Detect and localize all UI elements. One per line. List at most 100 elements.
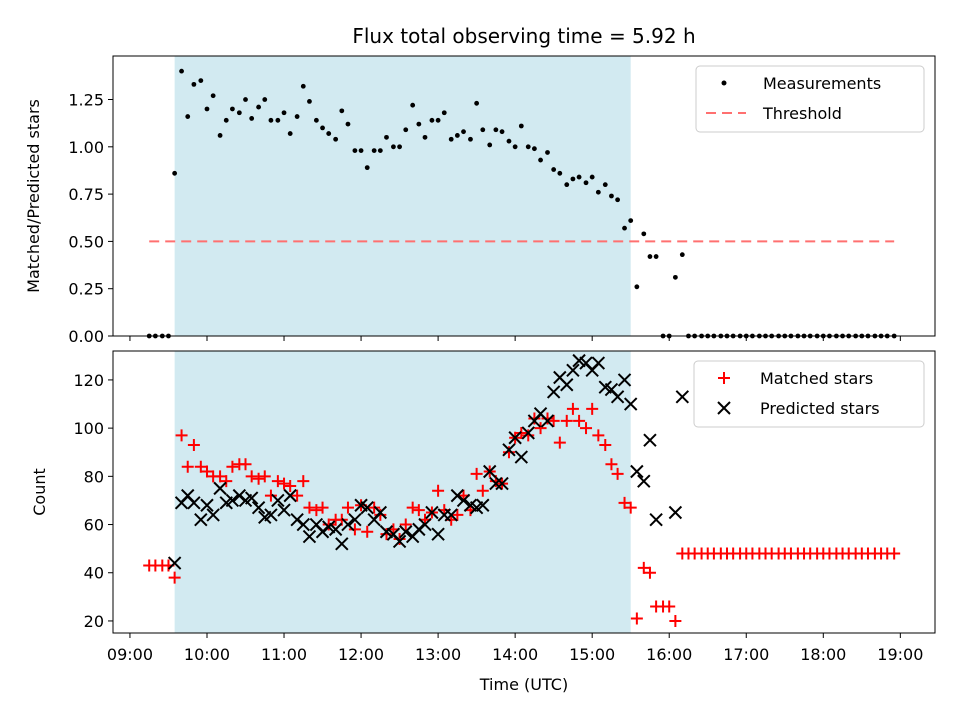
matched-star-point bbox=[252, 472, 265, 485]
ratio-panel: 0.00 0.25 0.50 0.75 1.00 1.25 Matched/Predict… bbox=[24, 55, 936, 346]
legend-matched: Matched stars bbox=[760, 369, 873, 388]
predicted-star-point bbox=[668, 505, 683, 520]
matched-star-point bbox=[547, 414, 560, 427]
matched-star-point bbox=[278, 477, 291, 490]
measurement-point bbox=[480, 127, 486, 133]
measurement-point bbox=[377, 148, 383, 153]
y-tick-label: 100 bbox=[73, 419, 104, 438]
measurement-point bbox=[268, 117, 274, 123]
x-axis-label: Time (UTC) bbox=[479, 675, 568, 694]
matched-star-point bbox=[637, 561, 650, 574]
measurement-point bbox=[679, 252, 685, 258]
measurement-point bbox=[454, 133, 460, 138]
predicted-star-point bbox=[167, 556, 182, 570]
matched-star-points bbox=[143, 402, 901, 627]
legend-predicted: Predicted stars bbox=[760, 399, 880, 418]
measurement-point bbox=[223, 117, 229, 123]
matched-star-point bbox=[226, 460, 239, 473]
measurement-point bbox=[518, 123, 524, 129]
legend-box-bottom bbox=[693, 360, 925, 428]
measurement-point bbox=[429, 117, 435, 123]
predicted-star-point bbox=[296, 517, 310, 532]
legend-matched-marker bbox=[718, 372, 730, 384]
predicted-star-points bbox=[167, 353, 690, 570]
measurement-point bbox=[364, 165, 370, 171]
measurement-point bbox=[641, 231, 647, 237]
measurement-point bbox=[609, 193, 614, 199]
measurement-point bbox=[461, 129, 466, 135]
matched-star-point bbox=[245, 470, 258, 483]
measurement-point bbox=[576, 174, 582, 180]
predicted-star-point bbox=[623, 397, 638, 411]
observing-window-shade-bottom bbox=[174, 351, 631, 633]
y-tick-label: 120 bbox=[73, 371, 104, 390]
measurement-point bbox=[371, 148, 377, 153]
measurement-point bbox=[320, 125, 325, 131]
measurement-point bbox=[622, 225, 627, 231]
matched-star-point bbox=[592, 429, 605, 442]
x-tick-label: 13:00 bbox=[415, 645, 461, 664]
matched-star-point bbox=[560, 414, 573, 427]
counts-panel: 20 40 60 80 100 120 09:00 10:00 11:00 12:00 13:00… bbox=[30, 350, 936, 694]
predicted-star-point bbox=[637, 474, 651, 488]
matched-star-point bbox=[264, 489, 277, 502]
x-tick-label: 10:00 bbox=[184, 645, 230, 664]
matched-star-point bbox=[599, 439, 612, 451]
measurement-point bbox=[307, 99, 312, 104]
measurement-point bbox=[525, 144, 531, 150]
matched-star-point bbox=[534, 422, 547, 435]
measurement-point bbox=[441, 110, 447, 116]
matched-star-point bbox=[663, 600, 676, 613]
predicted-star-point bbox=[225, 493, 240, 508]
y-tick-label: 0.00 bbox=[68, 327, 104, 346]
matched-star-point bbox=[168, 571, 181, 584]
predicted-star-point bbox=[483, 464, 497, 479]
matched-star-point bbox=[194, 460, 207, 473]
measurement-point bbox=[435, 117, 441, 123]
y-tick-label: 40 bbox=[84, 564, 104, 583]
measurement-point bbox=[210, 93, 216, 99]
predicted-star-point bbox=[206, 508, 220, 522]
y-tick-label: 80 bbox=[84, 467, 104, 486]
measurement-point bbox=[397, 144, 402, 150]
predicted-star-point bbox=[335, 537, 349, 551]
matched-star-point bbox=[580, 422, 593, 435]
x-tick-label: 18:00 bbox=[800, 645, 846, 664]
measurement-point bbox=[448, 136, 454, 142]
matched-star-point bbox=[553, 436, 566, 449]
predicted-star-point bbox=[264, 508, 278, 522]
measurement-point bbox=[595, 189, 601, 195]
matched-star-point bbox=[502, 446, 515, 459]
matched-star-point bbox=[322, 518, 335, 531]
measurement-point bbox=[179, 68, 184, 74]
predicted-star-point bbox=[213, 481, 227, 496]
predicted-star-point bbox=[566, 363, 580, 377]
predicted-star-point bbox=[392, 534, 407, 549]
x-tick-label: 14:00 bbox=[492, 645, 538, 664]
predicted-star-point bbox=[399, 525, 413, 539]
measurement-point bbox=[538, 157, 543, 163]
matched-star-point bbox=[412, 504, 425, 517]
matched-star-point bbox=[605, 458, 618, 471]
predicted-star-point bbox=[617, 373, 632, 387]
matched-star-point bbox=[380, 528, 393, 541]
measurement-point bbox=[243, 97, 248, 102]
predicted-star-point bbox=[200, 498, 214, 512]
measurement-point bbox=[333, 136, 339, 142]
measurement-point bbox=[281, 110, 287, 116]
measurement-point bbox=[545, 150, 550, 155]
matched-star-point bbox=[239, 458, 252, 471]
predicted-star-point bbox=[418, 517, 432, 532]
legend-predicted-marker bbox=[717, 401, 731, 415]
predicted-star-point bbox=[373, 505, 388, 520]
predicted-star-point bbox=[277, 503, 291, 517]
predicted-star-point bbox=[514, 450, 529, 464]
chart-title: Flux total observing time = 5.92 h bbox=[352, 24, 695, 48]
x-tick-label: 16:00 bbox=[646, 645, 692, 664]
matched-star-point bbox=[187, 439, 200, 451]
measurement-point bbox=[589, 174, 595, 180]
matched-star-point bbox=[214, 470, 227, 483]
matched-star-point bbox=[406, 501, 419, 514]
matched-star-point bbox=[297, 475, 310, 488]
